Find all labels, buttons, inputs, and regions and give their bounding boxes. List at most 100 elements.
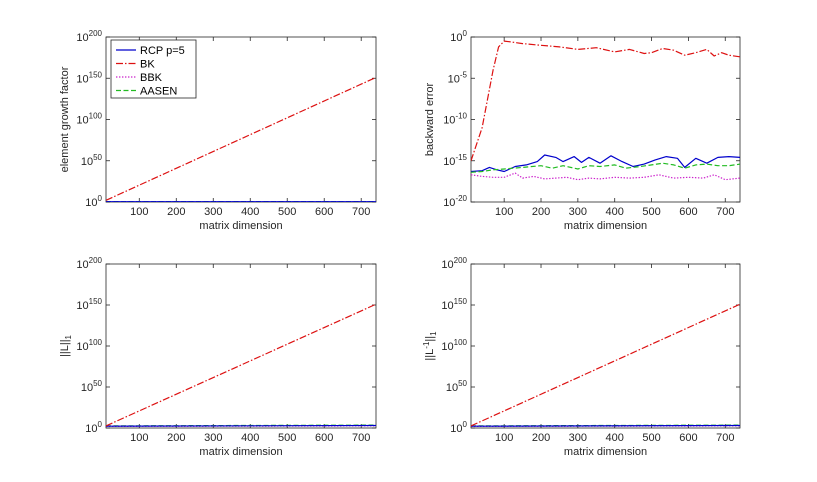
y-tick-label: 10-15 xyxy=(443,153,467,168)
y-tick-label: 10200 xyxy=(76,29,102,44)
x-tick-label: 100 xyxy=(495,206,513,218)
x-tick-label: 400 xyxy=(241,432,259,444)
x-axis-label: matrix dimension xyxy=(564,446,647,458)
y-tick-exp: 100 xyxy=(89,338,103,347)
y-tick-label: 10-20 xyxy=(443,194,467,209)
y-tick-label: 10150 xyxy=(76,297,102,312)
x-tick-label: 600 xyxy=(315,206,333,218)
y-tick-label: 10200 xyxy=(76,256,102,271)
series-line-rcp-p-5 xyxy=(471,424,740,427)
x-axis-label: matrix dimension xyxy=(199,220,282,232)
y-tick-base: 10 xyxy=(81,156,93,168)
y-tick-base: 10 xyxy=(443,197,455,209)
series-line-bk xyxy=(471,40,740,161)
y-tick-exp: 150 xyxy=(89,70,103,79)
legend-label: AASEN xyxy=(140,86,177,98)
y-tick-label: 100 xyxy=(450,29,467,44)
x-tick-label: 600 xyxy=(679,206,697,218)
x-tick-label: 700 xyxy=(352,206,370,218)
series-group xyxy=(471,40,740,181)
y-axis-label: backward error xyxy=(424,82,436,156)
x-tick-label: 600 xyxy=(315,432,333,444)
y-axis-label-sub: 1 xyxy=(64,334,73,339)
x-tick-label: 500 xyxy=(278,206,296,218)
x-tick-label: 200 xyxy=(532,432,550,444)
x-tick-label: 700 xyxy=(352,432,370,444)
x-axis-label: matrix dimension xyxy=(564,220,647,232)
x-tick-label: 300 xyxy=(204,432,222,444)
y-axis-label: ||L||1 xyxy=(59,334,73,357)
y-tick-base: 10 xyxy=(443,156,455,168)
series-line-aasen xyxy=(471,162,740,173)
y-tick-base: 10 xyxy=(450,423,462,435)
y-tick-exp: 150 xyxy=(89,297,103,306)
y-tick-base: 10 xyxy=(441,341,453,353)
x-tick-label: 700 xyxy=(716,206,734,218)
y-tick-label: 10-5 xyxy=(448,70,468,85)
y-tick-base: 10 xyxy=(441,300,453,312)
y-tick-label: 100 xyxy=(450,420,467,435)
y-axis-label-sup: -1 xyxy=(422,341,431,349)
series-line-bk xyxy=(106,76,376,201)
x-tick-label: 400 xyxy=(606,432,624,444)
x-tick-label: 500 xyxy=(278,432,296,444)
legend-label: RCP p=5 xyxy=(140,45,185,57)
y-tick-exp: 200 xyxy=(89,256,103,265)
x-tick-label: 100 xyxy=(495,432,513,444)
y-tick-base: 10 xyxy=(81,382,93,394)
y-tick-label: 10100 xyxy=(441,338,467,353)
y-tick-exp: -20 xyxy=(455,194,467,203)
y-tick-exp: -5 xyxy=(460,70,468,79)
y-tick-exp: 0 xyxy=(463,420,468,429)
y-tick-base: 10 xyxy=(85,197,97,209)
y-tick-label: 10-10 xyxy=(443,112,467,127)
y-axis-label-text: backward error xyxy=(424,82,436,156)
x-tick-label: 600 xyxy=(679,432,697,444)
x-tick-label: 700 xyxy=(716,432,734,444)
y-tick-base: 10 xyxy=(450,32,462,44)
y-axis-label-main: ||L|| xyxy=(59,339,71,357)
x-tick-label: 500 xyxy=(642,432,660,444)
y-tick-exp: 0 xyxy=(98,194,103,203)
series-line-bk xyxy=(106,303,376,427)
y-tick-exp: 100 xyxy=(454,338,468,347)
y-tick-label: 1050 xyxy=(446,379,468,394)
y-tick-base: 10 xyxy=(76,32,88,44)
y-tick-exp: 50 xyxy=(93,153,102,162)
x-tick-label: 400 xyxy=(241,206,259,218)
y-tick-base: 10 xyxy=(76,341,88,353)
y-tick-exp: 100 xyxy=(89,112,103,121)
y-tick-base: 10 xyxy=(446,382,458,394)
x-tick-label: 200 xyxy=(167,432,185,444)
chart-panel-1: 100 200 300 400 500 600 7001001050101001015010… xyxy=(59,29,377,232)
series-group xyxy=(106,303,376,427)
series-line-bk xyxy=(471,303,740,427)
y-tick-exp: -15 xyxy=(455,153,467,162)
x-tick-label: 100 xyxy=(130,206,148,218)
y-tick-base: 10 xyxy=(76,73,88,85)
y-tick-base: 10 xyxy=(76,259,88,271)
y-tick-label: 10150 xyxy=(441,297,467,312)
legend-label: BBK xyxy=(140,72,163,84)
y-tick-exp: 150 xyxy=(454,297,468,306)
chart-panel-3: 100 200 300 400 500 600 7001001050101001015010… xyxy=(59,256,377,458)
series-group xyxy=(106,76,376,202)
y-tick-label: 1050 xyxy=(81,379,103,394)
axes-box xyxy=(470,36,741,203)
x-tick-label: 400 xyxy=(606,206,624,218)
y-tick-exp: 50 xyxy=(458,379,467,388)
x-axis-label: matrix dimension xyxy=(199,446,282,458)
y-axis-label-main2: || xyxy=(424,336,436,342)
series-line-bbk xyxy=(471,172,740,181)
x-tick-label: 300 xyxy=(569,206,587,218)
y-axis-label: ||L-1||1 xyxy=(422,331,438,361)
y-tick-label: 10100 xyxy=(76,338,102,353)
axes-box xyxy=(470,263,741,429)
x-tick-label: 300 xyxy=(204,206,222,218)
x-tick-label: 200 xyxy=(532,206,550,218)
y-tick-exp: 200 xyxy=(454,256,468,265)
y-tick-base: 10 xyxy=(85,423,97,435)
y-axis-label-sub: 1 xyxy=(429,331,438,336)
